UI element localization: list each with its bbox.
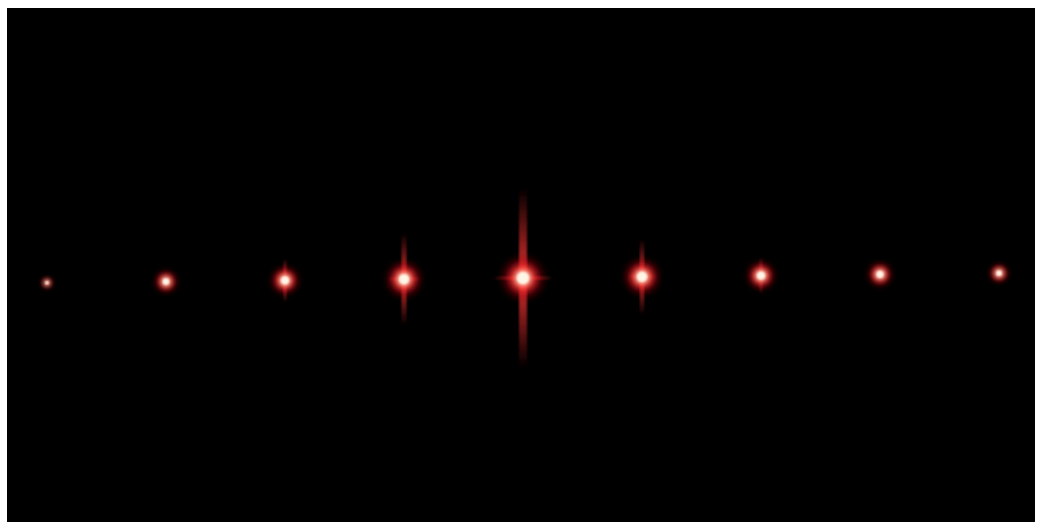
diffraction-pattern [7, 8, 1035, 522]
spot-core [757, 271, 765, 280]
spot-core [637, 271, 647, 282]
spot-core [281, 276, 289, 285]
diffraction-spot-order-4 [987, 261, 1011, 285]
diffraction-spot-order-0 [493, 188, 553, 368]
spot-core [162, 278, 170, 285]
spot-core [996, 270, 1002, 276]
diffraction-spot-order-3 [865, 259, 895, 290]
diffraction-spot-order-m3 [152, 267, 180, 296]
spots-layer [39, 188, 1011, 368]
diffraction-spot-order-m4 [39, 275, 55, 291]
diffraction-spot-order-2 [743, 257, 779, 294]
diffraction-photo [7, 8, 1035, 522]
spot-core [517, 272, 529, 284]
spot-core [45, 281, 49, 285]
diffraction-spot-order-m2 [267, 258, 303, 303]
diffraction-spot-order-1 [620, 238, 664, 315]
spot-core [876, 270, 884, 278]
diffraction-spot-order-m1 [382, 233, 426, 326]
spot-core [399, 274, 409, 285]
